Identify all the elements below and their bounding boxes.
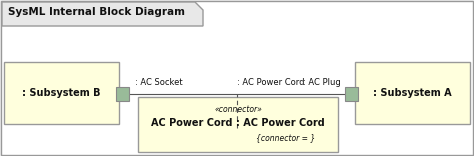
FancyBboxPatch shape [138,97,338,152]
Text: AC Power Cord : AC Power Cord: AC Power Cord : AC Power Cord [151,118,325,128]
Text: {connector = }: {connector = } [256,134,316,142]
Text: : AC Power Cord: : AC Power Cord [237,78,304,87]
Text: : Subsystem B: : Subsystem B [22,88,101,98]
Bar [345,87,358,101]
FancyBboxPatch shape [355,62,470,124]
Text: «connector»: «connector» [214,105,262,115]
Polygon shape [2,2,203,26]
Text: : AC Socket: : AC Socket [135,78,182,87]
Text: : Subsystem A: : Subsystem A [373,88,452,98]
FancyBboxPatch shape [4,62,119,124]
Text: : AC Plug: : AC Plug [303,78,341,87]
Text: SysML Internal Block Diagram: SysML Internal Block Diagram [8,7,185,17]
Bar [116,87,129,101]
